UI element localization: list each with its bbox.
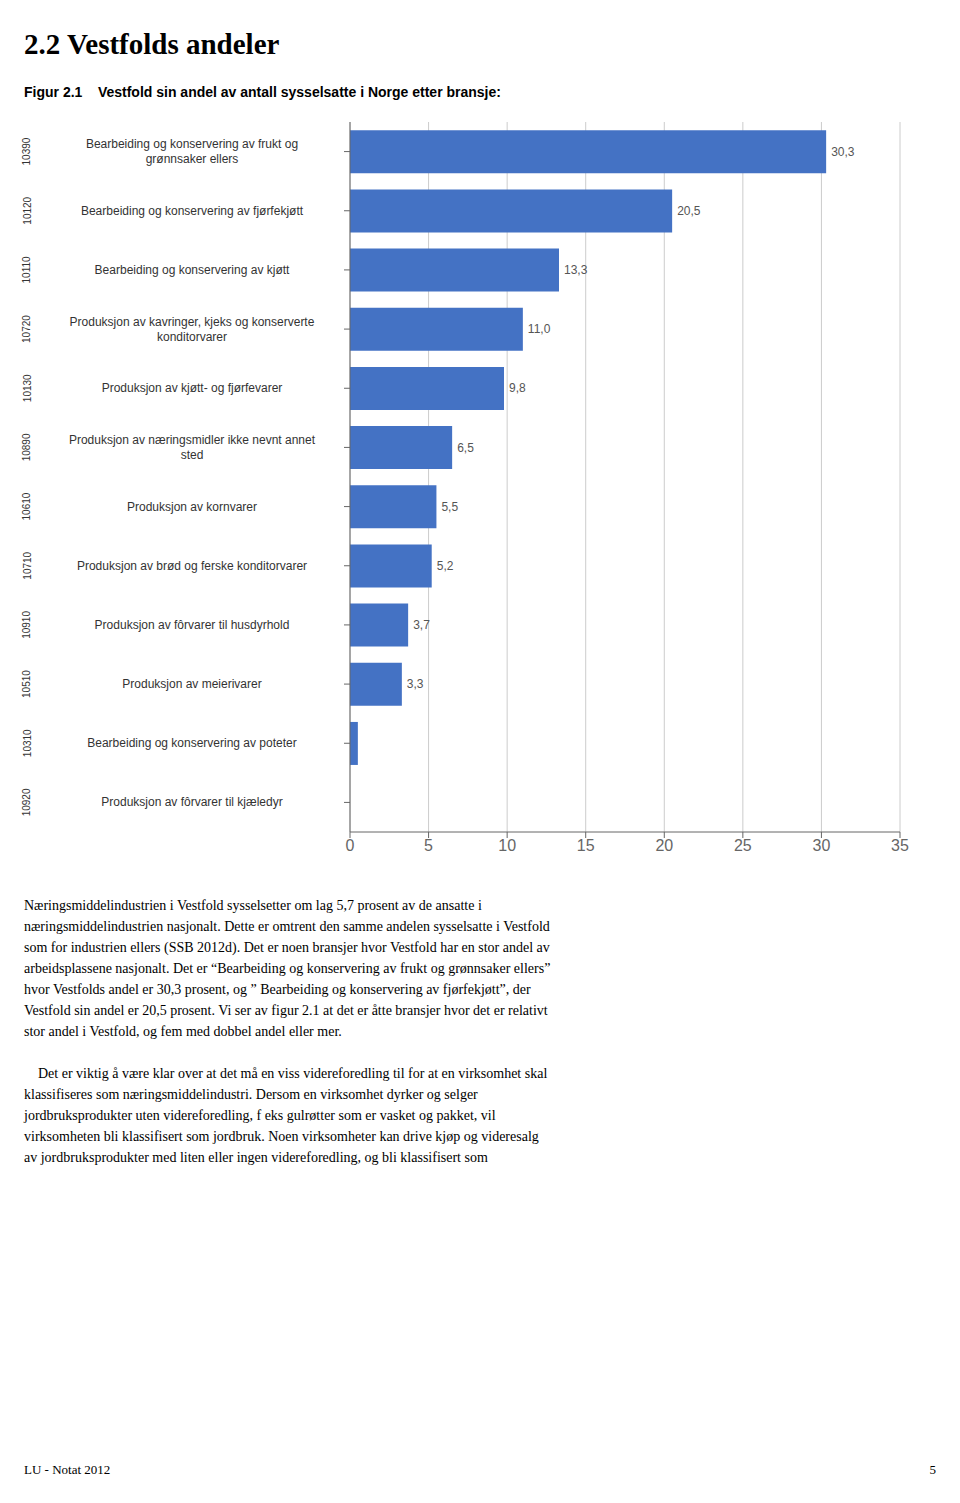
svg-text:Produksjon av fôrvarer til hus: Produksjon av fôrvarer til husdyrhold	[95, 618, 290, 632]
svg-text:Produksjon av fôrvarer til kjæ: Produksjon av fôrvarer til kjæledyr	[101, 795, 282, 809]
svg-text:10110: 10110	[22, 256, 33, 284]
svg-text:10130: 10130	[22, 374, 33, 402]
svg-text:Produksjon av kornvarer: Produksjon av kornvarer	[127, 500, 257, 514]
svg-text:30: 30	[813, 837, 831, 854]
svg-text:9,8: 9,8	[509, 381, 526, 395]
svg-text:3,7: 3,7	[413, 618, 430, 632]
svg-text:10120: 10120	[22, 196, 33, 224]
svg-text:35: 35	[891, 837, 909, 854]
svg-text:Bearbeiding og konservering av: Bearbeiding og konservering av fjørfekjø…	[81, 204, 304, 218]
svg-text:0: 0	[346, 837, 355, 854]
svg-text:10: 10	[498, 837, 516, 854]
svg-text:11,0: 11,0	[528, 322, 551, 336]
svg-text:10310: 10310	[22, 729, 33, 757]
svg-text:Produksjon av meierivarer: Produksjon av meierivarer	[122, 677, 261, 691]
html-text:Næringsmiddelindustrien i Vest: Næringsmiddelindustrien i Vestfold sysse…	[24, 898, 551, 1165]
svg-text:3,3: 3,3	[407, 677, 424, 691]
svg-text:Bearbeiding og konservering av: Bearbeiding og konservering av kjøtt	[95, 263, 290, 277]
svg-text:20,5: 20,5	[677, 204, 701, 218]
svg-text:Bearbeiding og konservering av: Bearbeiding og konservering av frukt ogg…	[86, 137, 298, 166]
svg-text:10610: 10610	[22, 492, 33, 520]
svg-text:10910: 10910	[22, 611, 33, 639]
svg-text:10890: 10890	[22, 433, 33, 461]
svg-text:30,3: 30,3	[831, 145, 855, 159]
svg-text:15: 15	[577, 837, 595, 854]
svg-text:10510: 10510	[22, 670, 33, 698]
svg-text:25: 25	[734, 837, 752, 854]
html-text:2.2 Vestfolds andeler: 2.2 Vestfolds andeler	[24, 28, 280, 60]
svg-text:Produksjon av kavringer, kjeks: Produksjon av kavringer, kjeks og konser…	[70, 315, 315, 344]
svg-text:10710: 10710	[22, 551, 33, 579]
svg-text:Produksjon av næringsmidler ik: Produksjon av næringsmidler ikke nevnt a…	[69, 433, 316, 462]
svg-text:10390: 10390	[22, 137, 33, 165]
svg-text:10720: 10720	[22, 315, 33, 343]
svg-text:10920: 10920	[22, 788, 33, 816]
svg-text:Bearbeiding og konservering av: Bearbeiding og konservering av poteter	[87, 736, 296, 750]
html-text:5: 5	[929, 1462, 936, 1477]
svg-text:20: 20	[655, 837, 673, 854]
svg-text:6,5: 6,5	[457, 441, 474, 455]
svg-text:Produksjon av kjøtt- og fjørfe: Produksjon av kjøtt- og fjørfevarer	[102, 381, 283, 395]
html-text:Figur 2.1 Vestfold sin andel a: Figur 2.1 Vestfold sin andel av antall s…	[24, 84, 501, 100]
svg-text:5: 5	[424, 837, 433, 854]
svg-text:5,5: 5,5	[441, 500, 458, 514]
svg-text:13,3: 13,3	[564, 263, 588, 277]
html-text:LU - Notat 2012: LU - Notat 2012	[24, 1462, 111, 1477]
svg-text:5,2: 5,2	[437, 559, 454, 573]
svg-text:Produksjon av brød og ferske k: Produksjon av brød og ferske konditorvar…	[77, 559, 307, 573]
